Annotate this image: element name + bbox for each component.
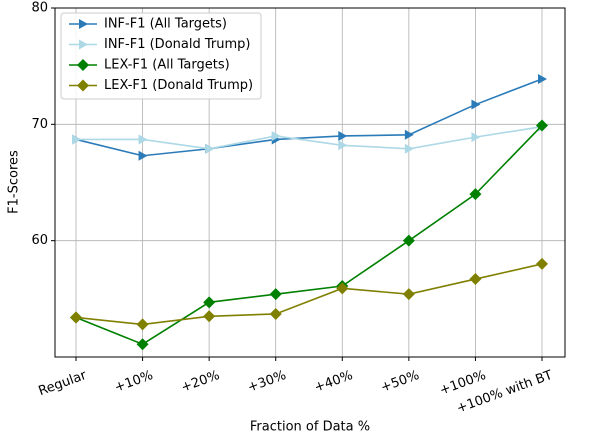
legend-label: INF-F1 (All Targets) <box>104 17 227 32</box>
legend-label: LEX-F1 (Donald Trump) <box>104 78 253 93</box>
marker <box>536 119 548 132</box>
legend-label: LEX-F1 (All Targets) <box>104 58 230 73</box>
marker <box>269 288 282 301</box>
marker <box>538 73 547 84</box>
x-tick-label: +40% <box>312 368 355 396</box>
marker <box>271 130 281 141</box>
marker <box>338 130 348 141</box>
x-axis-label: Fraction of Data % <box>250 420 370 435</box>
marker <box>471 132 481 143</box>
legend-marker <box>77 59 89 71</box>
y-tick-label: 60 <box>31 233 48 248</box>
marker <box>336 282 349 295</box>
y-axis-label: F1-Scores <box>7 150 22 214</box>
series-line <box>75 78 543 157</box>
legend-marker <box>79 39 88 50</box>
marker <box>469 188 482 201</box>
marker <box>203 310 216 323</box>
marker <box>205 143 215 154</box>
marker <box>138 134 148 145</box>
marker <box>203 296 216 309</box>
marker <box>469 273 482 286</box>
marker <box>402 234 415 247</box>
legend-box <box>60 12 262 100</box>
series-line <box>75 124 543 346</box>
marker <box>402 288 415 301</box>
marker <box>536 257 548 270</box>
x-tick-label: +20% <box>179 368 222 396</box>
x-tick-label: +10% <box>113 368 156 396</box>
marker <box>404 143 414 154</box>
x-tick-label: +30% <box>246 368 289 396</box>
y-tick-label: 70 <box>31 117 48 132</box>
y-tick-label: 80 <box>31 1 48 16</box>
marker <box>338 140 348 151</box>
plot-frame <box>54 7 566 358</box>
marker <box>269 307 282 320</box>
marker <box>404 129 414 140</box>
x-tick-label: Regular <box>37 368 90 399</box>
marker <box>72 134 81 145</box>
series-line <box>76 125 543 150</box>
legend-marker <box>79 19 88 29</box>
marker <box>136 338 149 351</box>
series-line <box>75 263 543 326</box>
marker <box>70 311 82 324</box>
legend-label: INF-F1 (Donald Trump) <box>104 37 250 52</box>
marker <box>138 150 148 161</box>
marker <box>471 99 481 110</box>
x-tick-label: +50% <box>379 368 422 396</box>
legend-marker <box>77 79 89 92</box>
marker <box>136 318 149 331</box>
